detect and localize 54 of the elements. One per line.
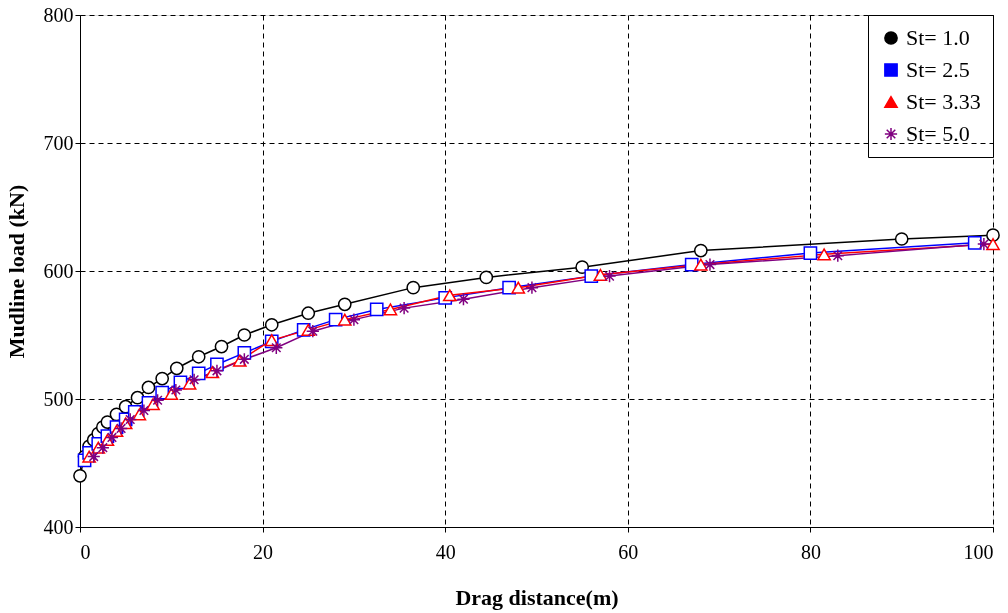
point	[337, 297, 352, 312]
point	[95, 440, 110, 455]
point	[187, 372, 201, 387]
point	[191, 349, 206, 364]
point	[169, 361, 184, 376]
point	[894, 232, 909, 246]
point	[155, 371, 170, 386]
point	[693, 243, 708, 258]
x-tick-label: 60	[618, 540, 639, 563]
y-tick-label: 500	[43, 387, 74, 410]
point	[977, 237, 991, 251]
point	[237, 352, 252, 367]
x-tick-label: 0	[80, 540, 91, 563]
point	[479, 270, 494, 285]
x-tick-label: 20	[253, 540, 274, 563]
legend-label: St= 3.33	[906, 89, 981, 114]
point	[86, 449, 101, 464]
y-tick-label: 700	[43, 131, 74, 154]
point	[168, 383, 183, 397]
point	[347, 312, 361, 327]
point	[130, 390, 145, 405]
legend-label: St= 2.5	[906, 57, 970, 82]
point	[73, 468, 87, 483]
y-tick-label: 400	[43, 515, 74, 538]
point	[986, 228, 1000, 243]
point	[305, 324, 320, 339]
point	[137, 403, 151, 418]
point	[114, 421, 128, 436]
point	[105, 430, 119, 445]
point	[210, 363, 224, 378]
x-tick-label: 100	[963, 540, 994, 563]
point	[301, 306, 316, 321]
y-axis-title: Mudline load (kN)	[3, 184, 29, 359]
point	[123, 412, 138, 427]
legend-label: St= 1.0	[906, 25, 970, 50]
x-tick-label: 80	[800, 540, 821, 563]
point	[397, 301, 411, 315]
y-tick-label: 600	[43, 259, 74, 282]
point	[525, 280, 539, 295]
point	[237, 328, 252, 342]
point	[141, 380, 156, 395]
point	[703, 257, 717, 272]
point	[264, 317, 279, 332]
x-axis-title: Drag distance(m)	[455, 584, 619, 610]
point	[406, 280, 421, 295]
point	[269, 340, 284, 355]
point	[456, 292, 471, 307]
x-tick-label: 40	[435, 540, 456, 563]
point	[150, 393, 165, 408]
point	[602, 269, 617, 283]
point	[830, 248, 845, 263]
legend-label: St= 5.0	[906, 121, 970, 146]
point	[214, 339, 229, 354]
y-tick-label: 800	[43, 3, 74, 26]
